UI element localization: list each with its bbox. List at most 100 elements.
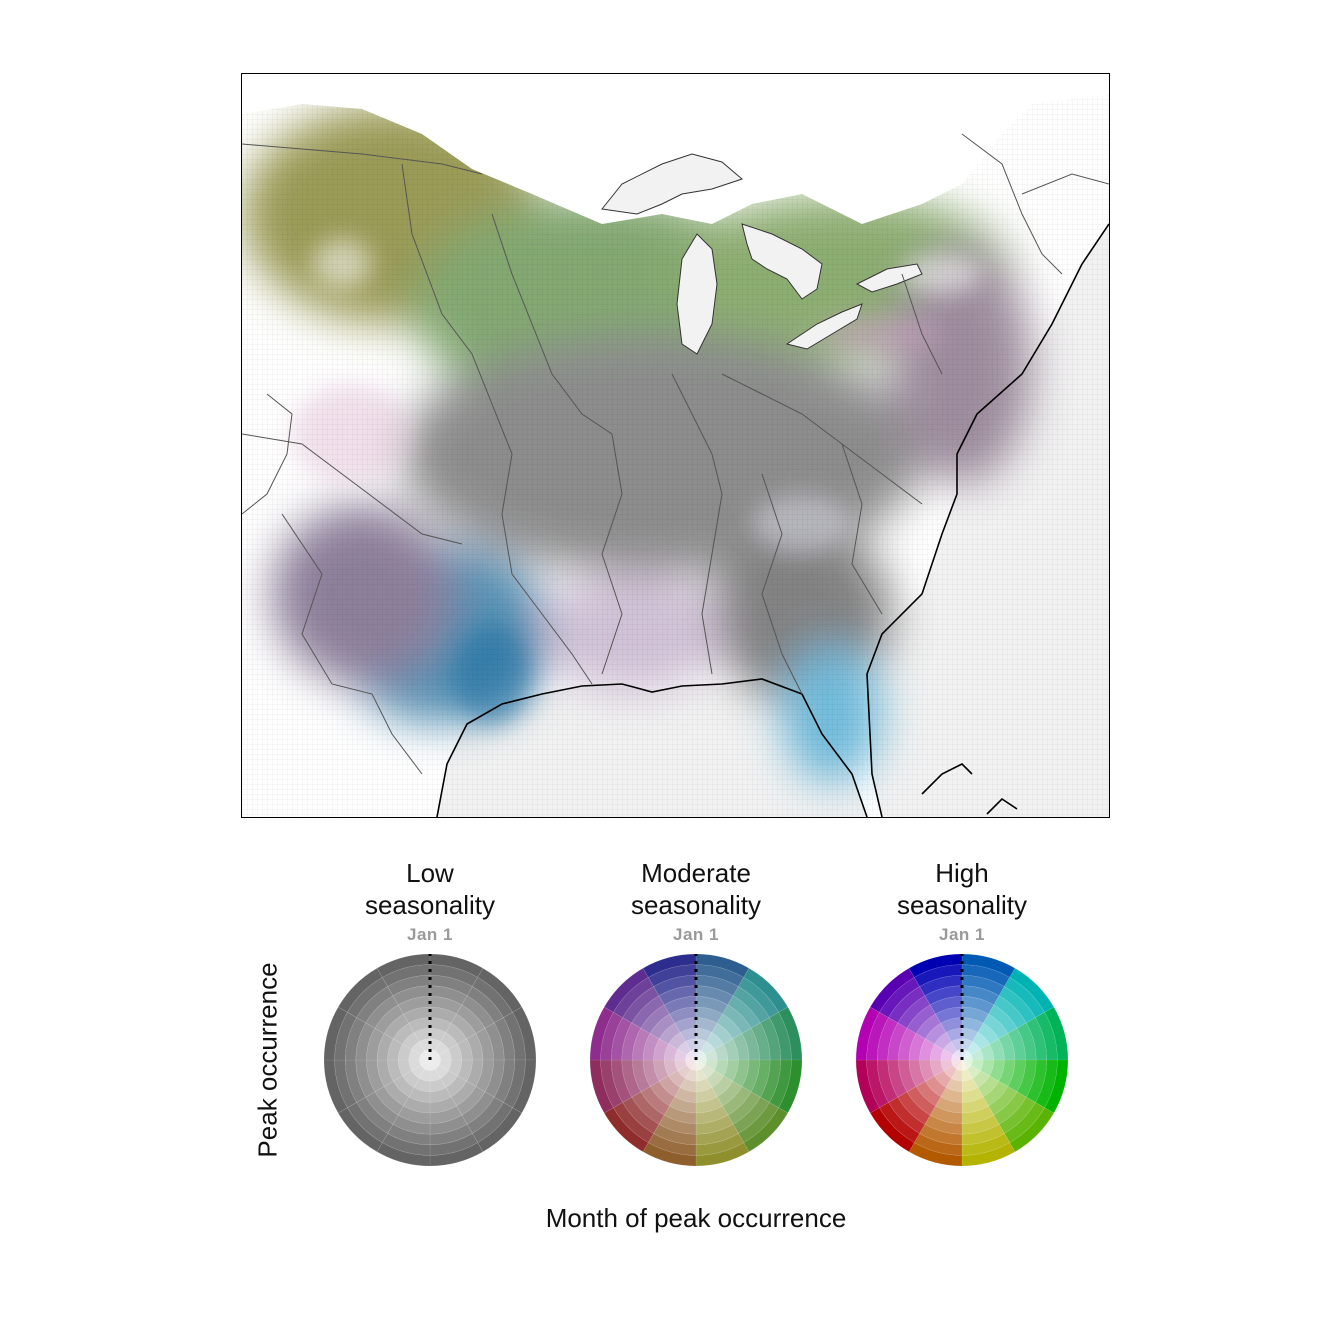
wheel-cell [961,1017,984,1033]
lake-erie [785,303,863,350]
wheel-cell [1035,1059,1058,1109]
wheel-cell [679,1077,697,1093]
wheel-cell [769,1059,792,1109]
wheel-cell [376,953,431,978]
wheel-cell [716,1013,743,1040]
jan-label-high: Jan 1 [939,925,985,944]
lake-ontario [855,263,923,293]
wheel-cell [381,1133,431,1156]
wheel-cell [445,1022,468,1045]
wheel-cell [402,1070,420,1088]
wheel-cell [376,1033,394,1061]
legend-title-low-line2: seasonality [364,890,496,920]
wheel-cell [337,1107,383,1153]
wheel-cell [866,1011,889,1061]
wheel-cell [950,1068,963,1082]
wheel-cell [445,1075,468,1098]
wheel-cell [668,1032,686,1050]
wheel-cell [869,967,915,1013]
wheel-cell [456,1004,486,1034]
wheel-cell [402,1032,420,1050]
wheel-cell [711,1075,734,1098]
wheel-cell [413,1077,431,1093]
lake-michigan [676,233,718,355]
wheel-cell [919,1038,935,1061]
map-canvas [242,94,1109,817]
wheel-cell [456,1086,486,1116]
wheel-cell [408,1048,422,1061]
legend-title-high-line2: seasonality [896,890,1028,920]
wheel-cell [908,1142,963,1167]
coastline [436,223,1109,817]
wheel-cell [945,1077,963,1093]
wheel-cell [374,1004,404,1034]
legend-title-high: High seasonality [852,857,1072,921]
wheel-cell [684,1068,697,1082]
wheel-cell [642,1142,697,1167]
wheel-cell [982,1080,1009,1107]
wheel-cell [695,1006,723,1024]
wheel-cell [988,1004,1018,1034]
jan-label-moderate: Jan 1 [673,925,719,944]
legend-title-moderate-line2: seasonality [630,890,762,920]
wheel-cell [674,1048,688,1061]
wheel-cell [977,1022,1000,1045]
wheel-cell [674,1017,697,1033]
wheel-cell [418,1068,431,1082]
wheel-cell [934,1070,952,1088]
legend-title-moderate-line1: Moderate [641,858,751,888]
wheel-cell [982,1013,1009,1040]
wheel-cell [337,967,383,1013]
wheel-cell [679,1027,697,1043]
great-lakes [601,153,923,355]
wheel-cell [716,1080,743,1107]
wheel-cell [722,1004,752,1034]
wheel-cell [387,1038,403,1061]
jan-label-low: Jan 1 [407,925,453,944]
wheel-cell [413,1027,431,1043]
wheel-cell [908,1033,926,1061]
wheel-cell [988,1086,1018,1116]
wheel-cell [450,1013,477,1040]
seasonality-wheel-moderate [589,953,803,1167]
wheel-cell [334,1011,357,1061]
wheel-cell [603,967,649,1013]
seasonality-wheel-low [323,953,537,1167]
wheel-cell [640,1086,670,1116]
wheel-cell [695,1017,718,1033]
wheel-cell [940,1048,954,1061]
wheel-cell [908,953,963,978]
lake-huron [741,223,823,300]
wheel-cell [603,1107,649,1153]
wheel-cell [934,1032,952,1050]
wheel-cell [503,1059,526,1109]
wheel-cell [878,1101,921,1144]
wheel-cell [668,1070,686,1088]
seasonality-wheel-high [855,953,1069,1167]
wheel-cell [408,1017,431,1033]
legend-title-low: Low seasonality [320,857,540,921]
wheel-cell [429,1006,457,1024]
wheel-cell [429,1017,452,1033]
wheel-cell [979,1059,995,1077]
wheel-cell [346,1101,389,1144]
wheel-cell [450,1080,477,1107]
lake-superior [601,153,743,215]
wheel-cell [945,1027,963,1043]
x-axis-label: Month of peak occurrence [545,1203,847,1233]
legend-title-high-line1: High [935,858,989,888]
legend-title-low-line1: Low [406,858,454,888]
legend-title-moderate: Moderate seasonality [586,857,806,921]
wheel-cell [642,953,697,978]
wheel-cell [653,1038,669,1061]
wheel-cell [642,1033,660,1061]
wheel-cell [612,1101,655,1144]
wheel-cell [940,1017,963,1033]
wheel-cell [711,1022,734,1045]
wheel-cell [713,1059,729,1077]
wheel-cell [977,1075,1000,1098]
wheel-cell [376,1142,431,1167]
wheel-cell [600,1011,623,1061]
wheel-cell [869,1107,915,1153]
map-panel [241,73,1110,818]
